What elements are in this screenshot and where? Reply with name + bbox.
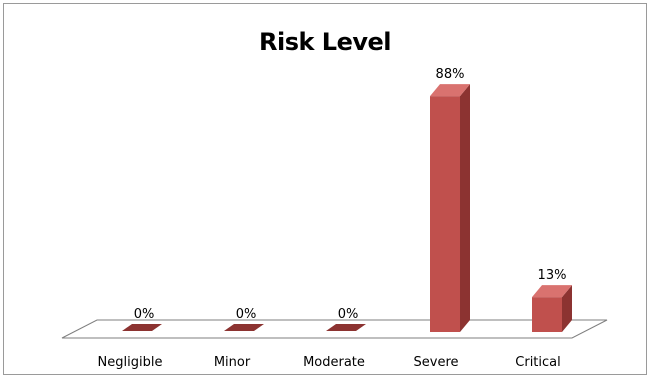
data-label-negligible: 0% [134,307,155,322]
data-label-moderate: 0% [338,307,359,322]
tick-label-critical: Critical [515,355,560,370]
bar-minor [224,324,264,331]
bar-side-critical [562,285,572,332]
tick-label-severe: Severe [414,355,459,370]
chart-title: Risk Level [258,28,392,56]
bar-top-severe [430,84,470,97]
bar-negligible [122,324,162,331]
tick-label-minor: Minor [214,355,251,370]
tick-label-negligible: Negligible [98,355,163,370]
bar-moderate [326,324,366,331]
data-label-minor: 0% [236,307,257,322]
bar-severe [430,96,460,332]
tick-label-moderate: Moderate [303,355,365,370]
bar-side-severe [460,84,470,332]
chart-area: Risk Level [3,3,647,375]
bar-top-critical [532,285,572,298]
data-label-critical: 13% [538,268,567,283]
data-label-severe: 88% [436,67,465,82]
bar-critical [532,297,562,332]
